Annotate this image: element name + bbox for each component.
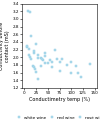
Point [61, 58, 63, 60]
Point [33, 66, 34, 68]
Point [80, 76, 81, 78]
Point [31, 58, 32, 60]
Point [42, 59, 44, 61]
Point [66, 64, 67, 66]
Point [52, 61, 53, 63]
Point [45, 52, 46, 54]
Point [32, 65, 34, 67]
Point [38, 78, 39, 80]
Point [28, 54, 30, 56]
Point [38, 54, 39, 56]
Point [40, 65, 42, 67]
Point [31, 35, 32, 37]
Point [33, 51, 34, 52]
Point [47, 62, 49, 64]
Point [26, 46, 28, 47]
X-axis label: Conductimetry temp (%): Conductimetry temp (%) [29, 97, 90, 102]
Point [59, 70, 60, 72]
Point [52, 66, 53, 68]
Point [49, 59, 51, 61]
Point [29, 11, 31, 13]
Y-axis label: Conductivity before
contact (mS): Conductivity before contact (mS) [0, 22, 10, 70]
Point [45, 56, 46, 57]
Point [38, 57, 39, 59]
Point [26, 45, 28, 47]
Point [77, 72, 79, 74]
Point [70, 61, 72, 63]
Legend: white wine, red wine, rosé wine: white wine, red wine, rosé wine [14, 115, 100, 120]
Point [54, 49, 56, 51]
Point [28, 48, 30, 50]
Point [75, 65, 77, 67]
Point [27, 10, 29, 11]
Point [59, 61, 60, 63]
Point [41, 58, 43, 60]
Point [35, 43, 37, 45]
Point [45, 62, 46, 64]
Point [35, 71, 37, 73]
Point [34, 68, 36, 70]
Point [70, 72, 72, 74]
Point [29, 56, 31, 58]
Point [89, 63, 91, 65]
Point [56, 58, 58, 60]
Point [40, 57, 42, 59]
Point [33, 52, 34, 54]
